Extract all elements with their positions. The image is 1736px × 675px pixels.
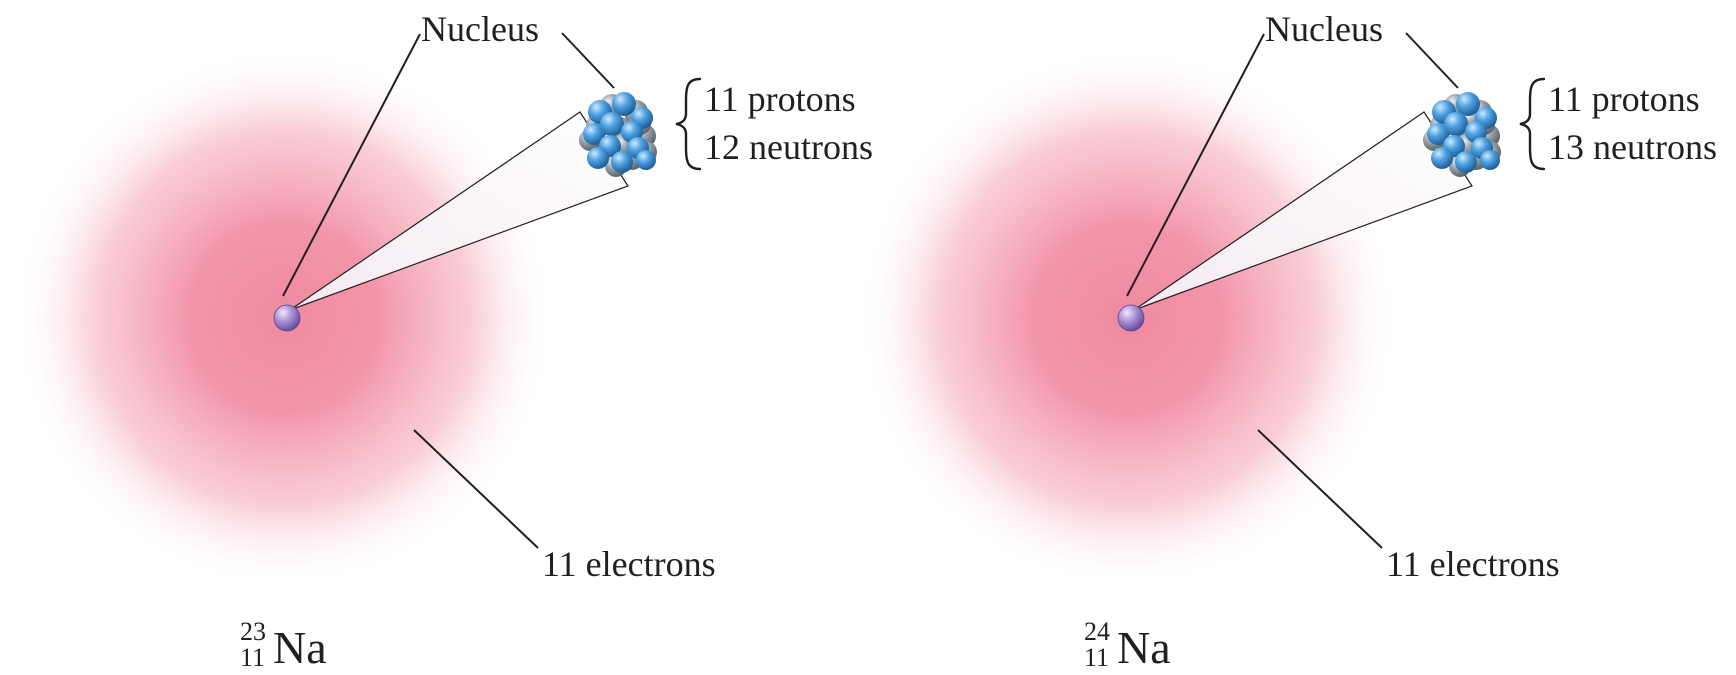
proton (1480, 150, 1500, 170)
proton (1455, 151, 1477, 173)
nucleus-leader-line (1126, 33, 1265, 297)
element-symbol: Na (1117, 622, 1171, 673)
brace-icon (1519, 77, 1546, 171)
nucleus-dot (1117, 304, 1145, 332)
atom-illustration (14, 32, 657, 588)
magnified-nucleus (579, 92, 657, 177)
nucleus-zoom-leader-line (1405, 32, 1459, 89)
atomic-number: 11 (240, 643, 266, 672)
element-symbol: Na (273, 622, 327, 673)
nucleus-label: Nucleus (1265, 9, 1383, 49)
mass-number: 23 (240, 617, 266, 646)
proton (1431, 147, 1453, 169)
electrons-label: 11 electrons (542, 544, 716, 584)
neutrons-label: 12 neutrons (704, 127, 873, 167)
proton (587, 147, 609, 169)
magnified-nucleus (1423, 92, 1501, 177)
proton (1456, 92, 1480, 116)
proton (1427, 123, 1449, 145)
neutrons-label: 13 neutrons (1548, 127, 1717, 167)
proton (600, 112, 624, 136)
proton (612, 92, 636, 116)
atomic-number: 11 (1084, 643, 1110, 672)
proton (636, 150, 656, 170)
proton (611, 151, 633, 173)
protons-label: 11 protons (1548, 79, 1700, 119)
atom-na24: Nucleus 11 protons 13 neutrons 11 electr… (844, 0, 1717, 675)
nucleus-dot (273, 304, 301, 332)
atom-illustration (858, 32, 1501, 588)
isotope-symbol: 23 11 Na (240, 615, 400, 675)
mass-number: 24 (1084, 617, 1110, 646)
electrons-label: 11 electrons (1386, 544, 1560, 584)
nucleus-leader-line (282, 33, 421, 297)
electrons-leader-line (413, 429, 539, 549)
isotope-symbol: 24 11 Na (1084, 615, 1244, 675)
electrons-leader-line (1257, 429, 1383, 549)
nucleus-zoom-leader-line (561, 32, 615, 89)
protons-label: 11 protons (704, 79, 856, 119)
atom-na23: Nucleus 11 protons 12 neutrons 11 electr… (0, 0, 873, 675)
nucleus-label: Nucleus (421, 9, 539, 49)
brace-icon (675, 77, 702, 171)
proton (583, 123, 605, 145)
proton (1444, 112, 1468, 136)
